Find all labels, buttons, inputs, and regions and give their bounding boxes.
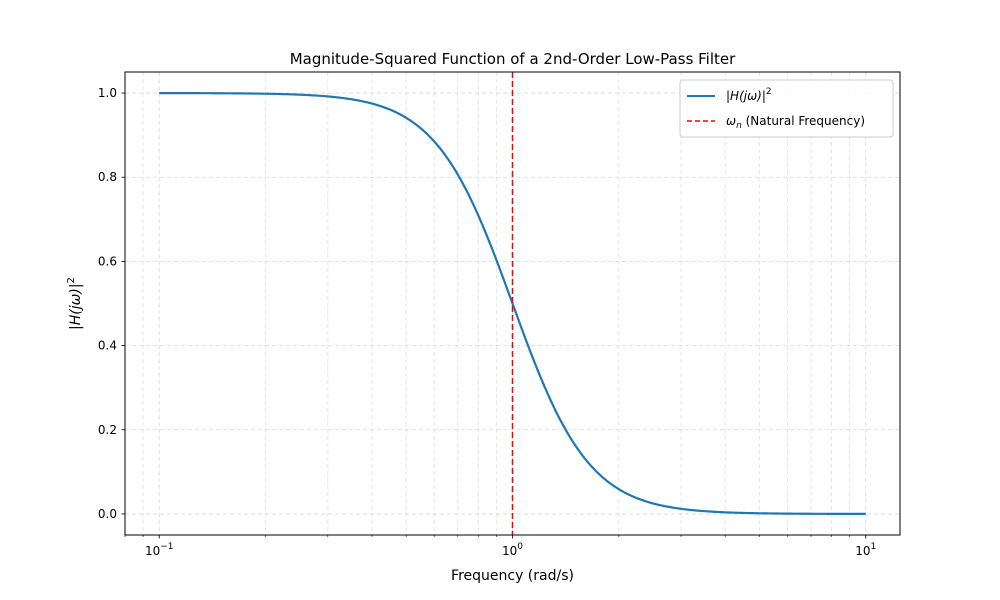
plot-frame bbox=[124, 71, 901, 536]
x-tick-label-exponent: 0 bbox=[517, 542, 523, 552]
y-tick-label: 0.2 bbox=[98, 423, 117, 437]
legend-magnitude-base: |H(jω)| bbox=[726, 89, 766, 103]
x-tick-label: 101 bbox=[855, 542, 876, 558]
x-tick-label-base: 10 bbox=[855, 544, 870, 558]
x-tick-label-exponent: 1 bbox=[871, 542, 877, 552]
legend-natural-frequency-text: (Natural Frequency) bbox=[742, 114, 865, 128]
legend: |H(jω)|2 ωn (Natural Frequency) bbox=[679, 79, 894, 138]
legend-omega-subscript: n bbox=[736, 121, 742, 131]
y-tick-label: 0.6 bbox=[98, 254, 117, 268]
y-tick-label: 0.0 bbox=[98, 507, 117, 521]
y-tick-label: 0.8 bbox=[98, 170, 117, 184]
chart-title: Magnitude-Squared Function of a 2nd-Orde… bbox=[290, 50, 736, 68]
y-axis-label: |H(jω)|2 bbox=[66, 277, 84, 330]
x-axis-label: Frequency (rad/s) bbox=[451, 568, 574, 584]
y-axis-label-base: |H(jω)| bbox=[68, 283, 84, 330]
x-tick-label: 10−1 bbox=[145, 542, 174, 558]
y-tick-label: 1.0 bbox=[98, 86, 117, 100]
legend-omega-symbol: ω bbox=[726, 114, 736, 128]
x-axis-ticks: 10−1 100 101 bbox=[124, 535, 876, 558]
x-tick-label-base: 10 bbox=[502, 544, 517, 558]
legend-magnitude-sup: 2 bbox=[766, 87, 772, 97]
y-axis-label-sup: 2 bbox=[66, 277, 77, 283]
y-axis-ticks: 0.0 0.2 0.4 0.6 0.8 1.0 bbox=[98, 86, 125, 521]
legend-box bbox=[679, 79, 894, 138]
series-layer bbox=[159, 72, 866, 535]
x-tick-label-base: 10 bbox=[145, 544, 160, 558]
x-tick-label-exponent: −1 bbox=[160, 542, 173, 552]
x-tick-label: 100 bbox=[502, 542, 523, 558]
legend-label-natural-frequency: ωn (Natural Frequency) bbox=[726, 114, 865, 131]
y-tick-label: 0.4 bbox=[98, 339, 117, 353]
legend-label-magnitude: |H(jω)|2 bbox=[726, 87, 772, 103]
magnitude-squared-line bbox=[159, 91, 866, 516]
